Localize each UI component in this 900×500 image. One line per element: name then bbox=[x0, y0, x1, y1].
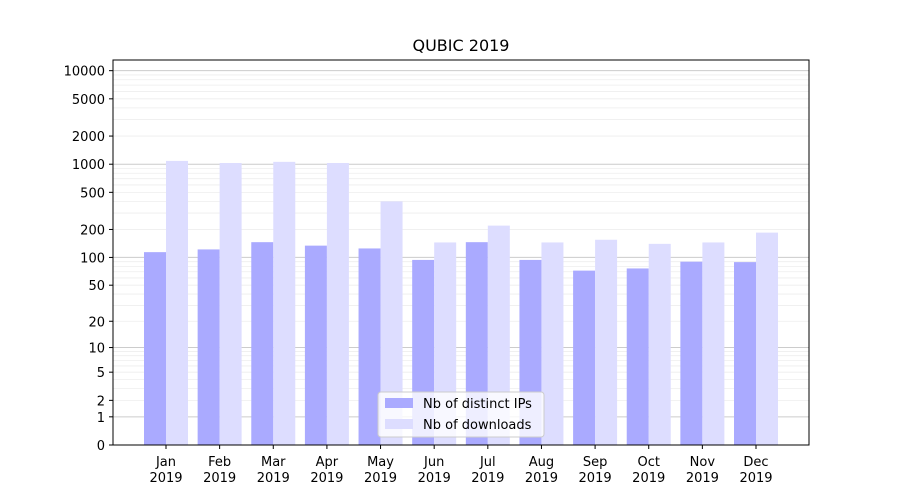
x-tick-label-month: Nov bbox=[690, 455, 716, 470]
bar-downloads bbox=[326, 163, 349, 445]
x-tick-label-year: 2019 bbox=[471, 471, 504, 486]
bar-downloads bbox=[487, 225, 510, 445]
bar-distinct-ips bbox=[197, 249, 220, 445]
x-tick-label-month: Mar bbox=[261, 455, 286, 470]
x-tick-label-year: 2019 bbox=[203, 471, 236, 486]
bar-distinct-ips bbox=[573, 270, 596, 445]
y-tick-label: 1000 bbox=[72, 158, 105, 173]
x-tick-label-year: 2019 bbox=[364, 471, 397, 486]
x-tick-label-year: 2019 bbox=[418, 471, 451, 486]
legend-box bbox=[377, 391, 545, 438]
x-tick-label-month: Jan bbox=[155, 455, 176, 470]
x-tick-label-month: May bbox=[367, 455, 394, 470]
x-tick-label-month: Aug bbox=[529, 455, 554, 470]
x-tick-label-year: 2019 bbox=[149, 471, 182, 486]
bar-downloads bbox=[541, 242, 564, 445]
x-tick-label-month: Jun bbox=[423, 455, 444, 470]
y-tick-label: 2000 bbox=[72, 130, 105, 145]
bar-downloads bbox=[166, 160, 188, 445]
bar-distinct-ips bbox=[680, 261, 703, 445]
bar-downloads bbox=[380, 201, 403, 445]
x-tick-label-month: Apr bbox=[316, 455, 339, 470]
chart-title: QUBIC 2019 bbox=[413, 36, 510, 55]
legend-swatch-ips bbox=[385, 398, 413, 408]
x-tick-label-year: 2019 bbox=[579, 471, 612, 486]
legend-swatch-downloads bbox=[385, 419, 413, 429]
bar-downloads bbox=[702, 242, 725, 445]
bar-downloads bbox=[648, 243, 671, 445]
y-tick-label: 50 bbox=[88, 279, 105, 294]
bar-distinct-ips bbox=[626, 268, 649, 445]
x-tick-label-month: Sep bbox=[583, 455, 608, 470]
bars bbox=[144, 160, 778, 446]
y-tick-label: 5000 bbox=[72, 93, 105, 108]
x-axis: Jan2019Feb2019Mar2019Apr2019May2019Jun20… bbox=[149, 445, 773, 486]
x-tick-label-year: 2019 bbox=[310, 471, 343, 486]
legend-label-ips: Nb of distinct IPs bbox=[423, 397, 532, 412]
y-tick-label: 5 bbox=[97, 366, 105, 381]
x-tick-label-year: 2019 bbox=[632, 471, 665, 486]
bar-downloads bbox=[273, 161, 296, 446]
y-tick-label: 20 bbox=[88, 315, 105, 330]
x-tick-label-year: 2019 bbox=[525, 471, 558, 486]
y-tick-label: 10000 bbox=[64, 65, 105, 80]
bar-downloads bbox=[595, 239, 618, 445]
bar-distinct-ips bbox=[304, 245, 327, 445]
x-tick-label-month: Dec bbox=[743, 455, 768, 470]
x-tick-label-month: Oct bbox=[637, 455, 659, 470]
bar-distinct-ips bbox=[144, 252, 166, 445]
y-tick-label: 1 bbox=[97, 411, 105, 426]
x-tick-label-month: Jul bbox=[479, 455, 496, 470]
x-tick-label-month: Feb bbox=[208, 455, 231, 470]
legend: Nb of distinct IPs Nb of downloads bbox=[377, 391, 545, 438]
y-axis: 0 1 2 5 10 20 50 100 200 500 1000 2000 5000 10000 bbox=[64, 65, 113, 454]
y-tick-label: 10 bbox=[88, 342, 105, 357]
x-tick-label-year: 2019 bbox=[739, 471, 772, 486]
bar-distinct-ips bbox=[251, 242, 274, 445]
y-tick-label: 200 bbox=[80, 223, 105, 238]
legend-label-downloads: Nb of downloads bbox=[423, 418, 532, 433]
bar-distinct-ips bbox=[358, 248, 381, 445]
x-tick-label-year: 2019 bbox=[257, 471, 290, 486]
bar-downloads bbox=[756, 232, 778, 445]
y-tick-label: 2 bbox=[97, 394, 105, 409]
y-tick-label: 500 bbox=[80, 186, 105, 201]
x-tick-label-year: 2019 bbox=[686, 471, 719, 486]
plot-frame bbox=[112, 59, 810, 446]
bar-downloads bbox=[219, 163, 242, 445]
y-tick-label: 100 bbox=[80, 251, 105, 266]
y-tick-label: 0 bbox=[97, 439, 105, 454]
bar-distinct-ips bbox=[734, 262, 756, 445]
